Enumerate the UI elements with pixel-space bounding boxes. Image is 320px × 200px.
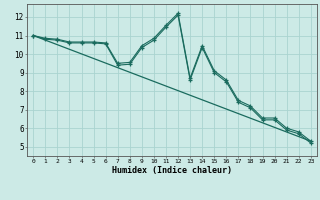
X-axis label: Humidex (Indice chaleur): Humidex (Indice chaleur) (112, 166, 232, 175)
